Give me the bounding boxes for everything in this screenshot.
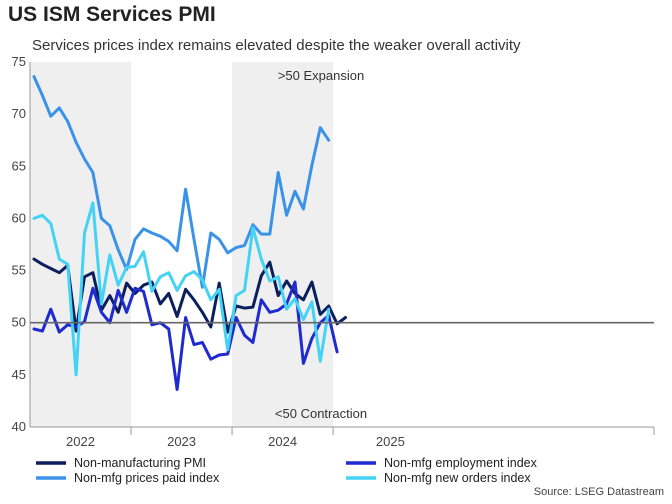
chart-axes: 75 70 65 60 55 50 45 40 2022 2023 2024 2025 >50 Expa…	[12, 54, 655, 449]
y-tick-label: 65	[12, 158, 26, 173]
y-tick-label: 45	[12, 367, 26, 382]
y-tick-label: 55	[12, 263, 26, 278]
legend: Non-manufacturing PMI Non-mfg employment …	[36, 456, 538, 485]
series-line-3	[32, 201, 331, 377]
y-tick-label: 40	[12, 419, 26, 434]
expansion-annotation: >50 Expansion	[278, 68, 364, 83]
chart-subtitle: Services prices index remains elevated d…	[32, 37, 521, 54]
y-tick-label: 75	[12, 54, 26, 69]
chart-title: US ISM Services PMI	[8, 3, 216, 26]
year-shading	[30, 62, 334, 427]
series-line-0	[32, 257, 347, 334]
legend-label-2: Non-mfg prices paid index	[74, 471, 220, 485]
source-note: Source: LSEG Datastream	[533, 486, 664, 498]
legend-label-1: Non-mfg employment index	[384, 456, 538, 470]
contraction-annotation: <50 Contraction	[275, 406, 367, 421]
x-tick-label: 2022	[66, 434, 95, 449]
legend-label-3: Non-mfg new orders index	[384, 471, 531, 485]
series-line-2	[32, 75, 331, 289]
x-tick-label: 2025	[376, 434, 405, 449]
y-tick-label: 50	[12, 315, 26, 330]
legend-label-0: Non-manufacturing PMI	[74, 456, 206, 470]
y-tick-label: 70	[12, 106, 26, 121]
y-tick-label: 60	[12, 210, 26, 225]
x-tick-label: 2023	[167, 434, 196, 449]
x-tick-label: 2024	[268, 434, 297, 449]
shade-2024	[232, 62, 334, 427]
series-lines	[30, 75, 654, 391]
shade-2022	[30, 62, 132, 427]
